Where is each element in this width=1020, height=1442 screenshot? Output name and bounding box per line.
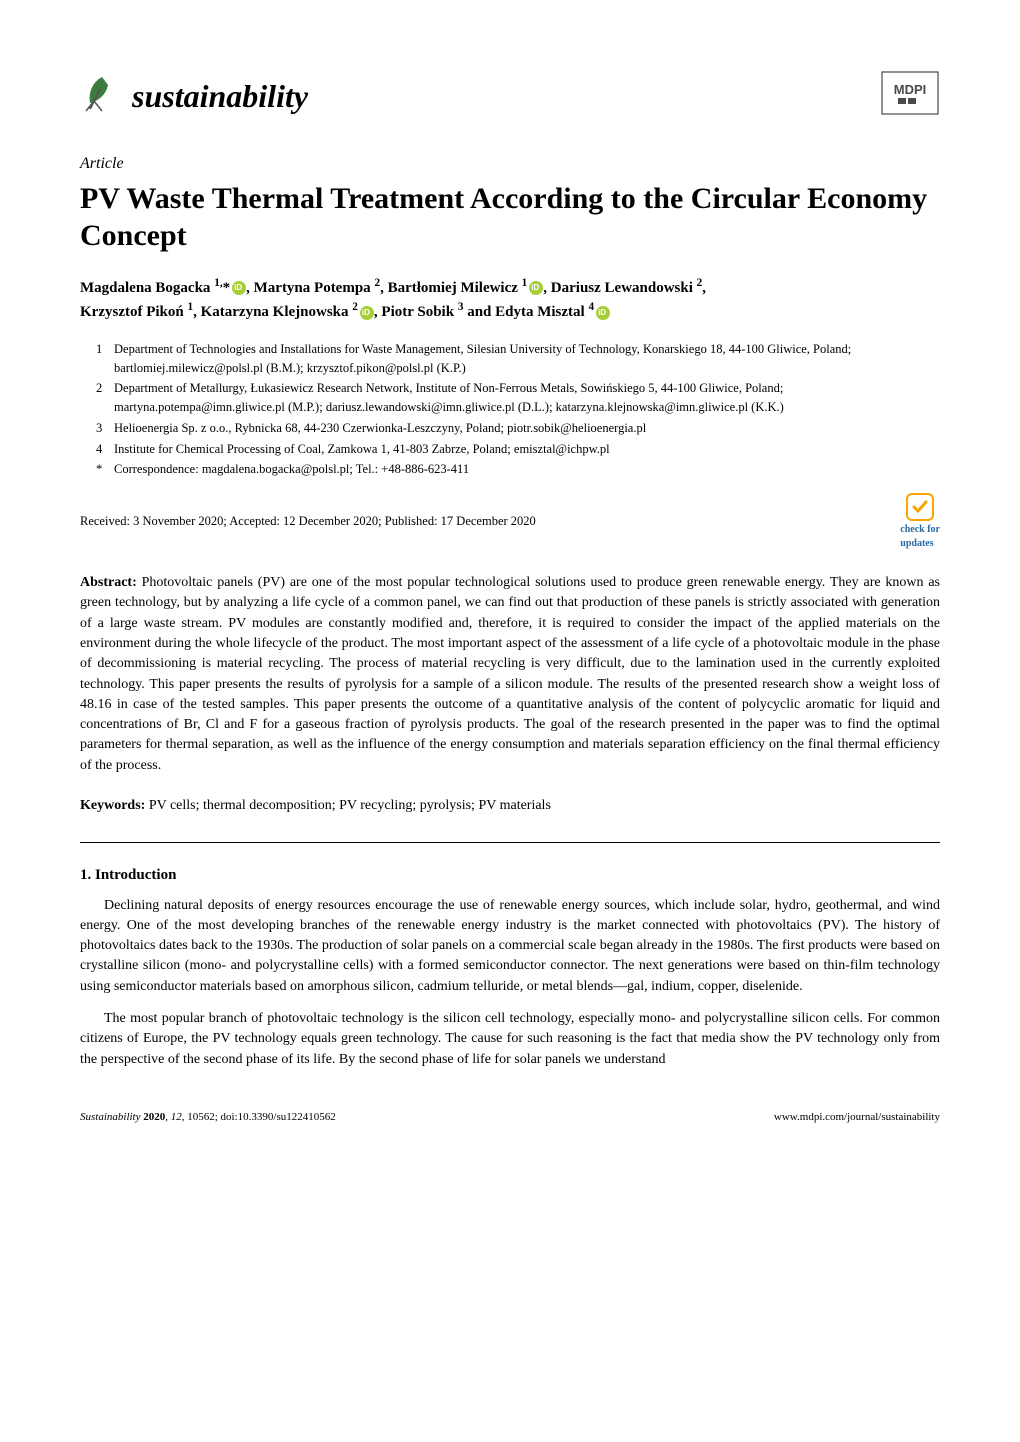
affiliation-item: 3 Helioenergia Sp. z o.o., Rybnicka 68, … [96,419,940,438]
orcid-icon [596,306,610,320]
affiliation-text: Helioenergia Sp. z o.o., Rybnicka 68, 44… [114,419,940,438]
authors-line-1: Magdalena Bogacka 1,*, Martyna Potempa 2… [80,280,706,296]
abstract-label: Abstract: [80,575,137,590]
header-row: sustainability MDPI [80,70,940,123]
orcid-icon [232,281,246,295]
section-1-heading: 1. Introduction [80,865,940,886]
affiliation-num: 1 [96,340,114,378]
keywords-block: Keywords: PV cells; thermal decompositio… [80,796,940,816]
publisher-logo: MDPI [880,70,940,123]
abstract-text: Photovoltaic panels (PV) are one of the … [80,575,940,773]
journal-logo: sustainability [80,71,308,122]
affiliation-text: Institute for Chemical Processing of Coa… [114,440,940,459]
orcid-icon [529,281,543,295]
authors-block: Magdalena Bogacka 1,*, Martyna Potempa 2… [80,275,940,324]
affiliation-item: 4 Institute for Chemical Processing of C… [96,440,940,459]
footer-left: Sustainability 2020, 12, 10562; doi:10.3… [80,1110,336,1125]
affiliation-text: Department of Metallurgy, Łukasiewicz Re… [114,379,940,417]
orcid-icon [360,306,374,320]
body-paragraph: The most popular branch of photovoltaic … [80,1009,940,1070]
affiliation-num: 2 [96,379,114,417]
paper-title: PV Waste Thermal Treatment According to … [80,180,940,255]
authors-line-2: Krzysztof Pikoń 1, Katarzyna Klejnowska … [80,304,610,320]
dates-row: Received: 3 November 2020; Accepted: 12 … [80,493,940,551]
article-type-label: Article [80,153,940,175]
affiliation-num: 4 [96,440,114,459]
dates-text: Received: 3 November 2020; Accepted: 12 … [80,513,536,531]
affiliations-block: 1 Department of Technologies and Install… [96,340,940,479]
keywords-text: PV cells; thermal decomposition; PV recy… [149,798,551,813]
keywords-label: Keywords: [80,798,145,813]
affiliation-num: * [96,460,114,479]
page-footer: Sustainability 2020, 12, 10562; doi:10.3… [80,1110,940,1125]
leaf-icon [80,71,124,122]
section-divider [80,842,940,843]
affiliation-text: Department of Technologies and Installat… [114,340,940,378]
check-updates-label: check forupdates [900,523,940,551]
check-for-updates-link[interactable]: check forupdates [900,493,940,551]
footer-right: www.mdpi.com/journal/sustainability [774,1110,940,1125]
affiliation-item: * Correspondence: magdalena.bogacka@pols… [96,460,940,479]
journal-title: sustainability [132,74,308,119]
body-paragraph: Declining natural deposits of energy res… [80,896,940,997]
affiliation-num: 3 [96,419,114,438]
abstract-block: Abstract: Photovoltaic panels (PV) are o… [80,573,940,776]
affiliation-item: 2 Department of Metallurgy, Łukasiewicz … [96,379,940,417]
check-updates-icon [906,493,934,521]
affiliation-text: Correspondence: magdalena.bogacka@polsl.… [114,460,940,479]
svg-text:MDPI: MDPI [894,82,927,97]
affiliation-item: 1 Department of Technologies and Install… [96,340,940,378]
